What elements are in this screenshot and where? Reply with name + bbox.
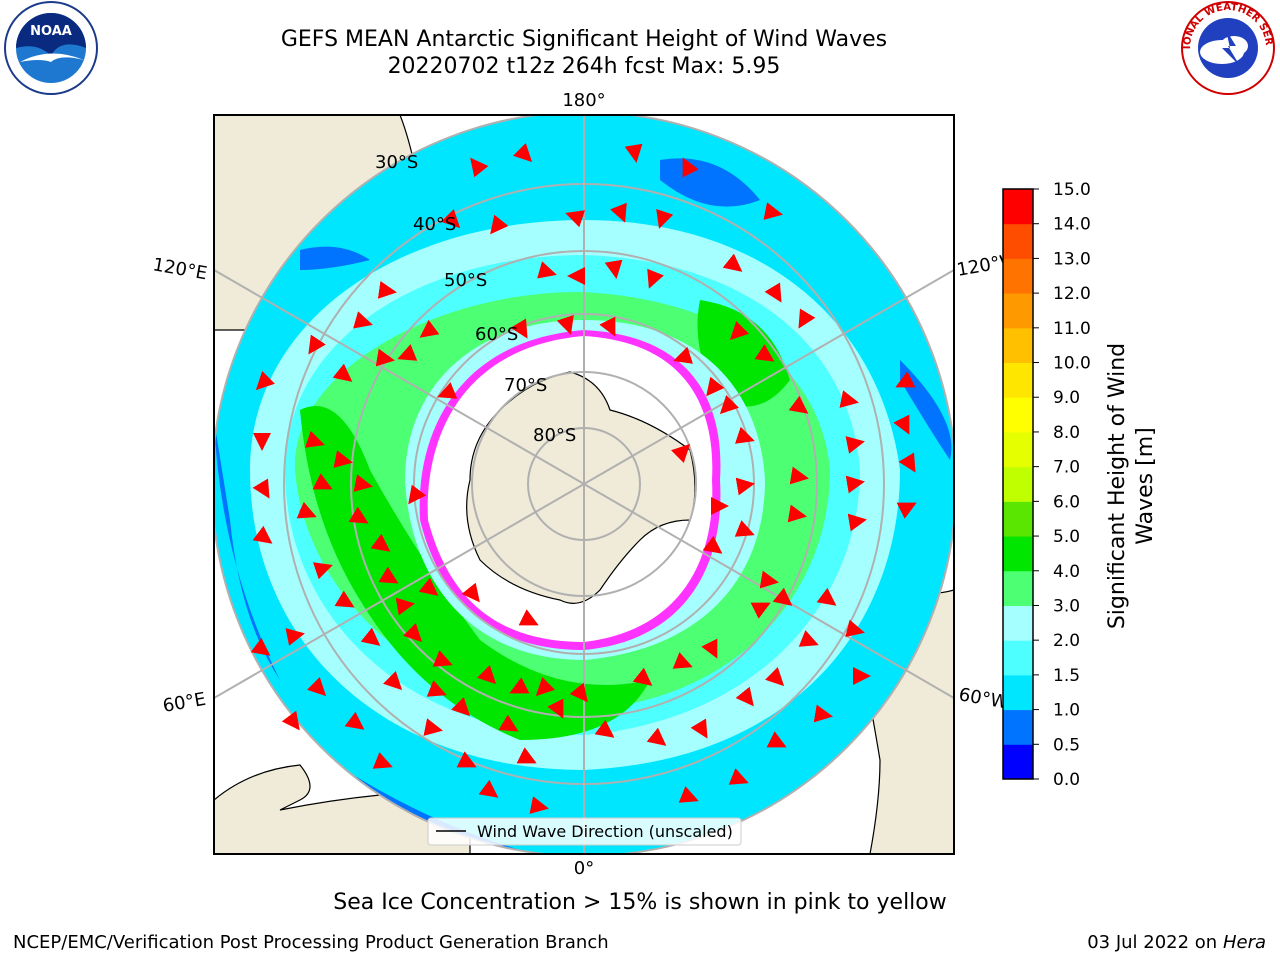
colorbar-segment bbox=[1003, 189, 1033, 225]
colorbar-segment bbox=[1003, 570, 1033, 606]
colorbar-segment bbox=[1003, 640, 1033, 676]
colorbar-tick-label: 2.0 bbox=[1053, 631, 1080, 651]
noaa-logo-text: NOAA bbox=[30, 24, 72, 39]
wind-wave-arrows bbox=[250, 143, 917, 814]
colorbar-label-line1: Significant Height of Wind bbox=[1105, 343, 1130, 629]
colorbar-segment bbox=[1003, 605, 1033, 641]
map-frame bbox=[213, 114, 955, 855]
svg-text:NATIONAL WEATHER SERVICE: NATIONAL WEATHER SERVICE bbox=[0, 0, 1274, 49]
credit-text: NCEP/EMC/Verification Post Processing Pr… bbox=[13, 932, 609, 953]
colorbar-segment bbox=[1003, 466, 1033, 502]
lat-label-60s: 60°S bbox=[475, 324, 518, 345]
colorbar-tick-label: 7.0 bbox=[1053, 458, 1080, 478]
colorbar-tick-label: 10.0 bbox=[1053, 354, 1091, 374]
colorbar-tick-label: 0.5 bbox=[1053, 735, 1080, 755]
lon-label-0: 0° bbox=[574, 858, 594, 879]
colorbar-tick-label: 5.0 bbox=[1053, 527, 1080, 547]
colorbar-segment bbox=[1003, 674, 1033, 711]
lat-label-70s: 70°S bbox=[504, 375, 547, 396]
colorbar-label-line2: Waves [m] bbox=[1133, 427, 1158, 544]
colorbar-segment bbox=[1003, 327, 1033, 364]
date-text: 03 Jul 2022 on Hera bbox=[1087, 932, 1266, 953]
colorbar-segment bbox=[1003, 709, 1033, 745]
lon-label-60e: 60°E bbox=[161, 689, 207, 717]
colorbar-tick-label: 15.0 bbox=[1053, 180, 1091, 200]
colorbar-tick-label: 3.0 bbox=[1053, 596, 1080, 616]
colorbar-tick-label: 1.0 bbox=[1053, 701, 1080, 721]
colorbar-segment bbox=[1003, 258, 1033, 294]
colorbar-segment bbox=[1003, 744, 1033, 780]
colorbar-tick-label: 0.0 bbox=[1053, 770, 1080, 790]
colorbar-tick-label: 11.0 bbox=[1053, 319, 1091, 339]
lat-label-40s: 40°S bbox=[413, 214, 456, 235]
colorbar: 0.0 0.5 1.0 1.5 2.0 3.0 4.0 5.0 6.0 7.0 8.0 9.0 10.0… bbox=[1002, 180, 1091, 790]
colorbar-segment bbox=[1003, 293, 1033, 329]
colorbar-segment bbox=[1003, 223, 1033, 259]
colorbar-segment bbox=[1003, 501, 1033, 537]
colorbar-frame bbox=[1002, 188, 1034, 780]
arrow-legend-label: Wind Wave Direction (unscaled) bbox=[477, 822, 733, 841]
colorbar-tick-label: 4.0 bbox=[1053, 562, 1080, 582]
map-title-line2: 20220702 t12z 264h fcst Max: 5.95 bbox=[387, 54, 781, 79]
colorbar-tick-label: 14.0 bbox=[1053, 215, 1091, 235]
nws-logo: NATIONAL WEATHER SERVICE bbox=[0, 0, 1275, 95]
lon-label-120e: 120°E bbox=[151, 254, 209, 284]
nws-logo-text: NATIONAL WEATHER SERVICE bbox=[0, 0, 1274, 49]
sea-ice-note: Sea Ice Concentration > 15% is shown in … bbox=[333, 890, 947, 915]
colorbar-segment bbox=[1003, 362, 1033, 398]
lon-label-60w: 60°W bbox=[957, 684, 1010, 713]
colorbar-tick-label: 13.0 bbox=[1053, 249, 1091, 269]
colorbar-segment bbox=[1003, 536, 1033, 572]
noaa-logo: NOAA bbox=[4, 1, 98, 95]
map-area: Wind Wave Direction (unscaled) bbox=[214, 115, 954, 854]
lat-label-50s: 50°S bbox=[444, 270, 487, 291]
colorbar-tick-label: 8.0 bbox=[1053, 423, 1080, 443]
arrow-legend: Wind Wave Direction (unscaled) bbox=[427, 817, 742, 846]
lat-label-80s: 80°S bbox=[533, 425, 576, 446]
colorbar-tick-label: 1.5 bbox=[1053, 666, 1080, 686]
date-value: 03 Jul 2022 on bbox=[1087, 932, 1218, 953]
colorbar-segment bbox=[1003, 397, 1033, 433]
colorbar-tick-label: 12.0 bbox=[1053, 284, 1091, 304]
lon-label-180: 180° bbox=[562, 90, 605, 111]
lat-label-30s: 30°S bbox=[375, 152, 418, 173]
latitude-labels: 30°S 40°S 50°S 60°S 70°S 80°S bbox=[375, 152, 576, 446]
colorbar-tick-label: 6.0 bbox=[1053, 492, 1080, 512]
colorbar-tick-label: 9.0 bbox=[1053, 388, 1080, 408]
colorbar-segment bbox=[1003, 431, 1033, 468]
map-title-line1: GEFS MEAN Antarctic Significant Height o… bbox=[280, 27, 888, 52]
machine-name: Hera bbox=[1222, 932, 1266, 953]
